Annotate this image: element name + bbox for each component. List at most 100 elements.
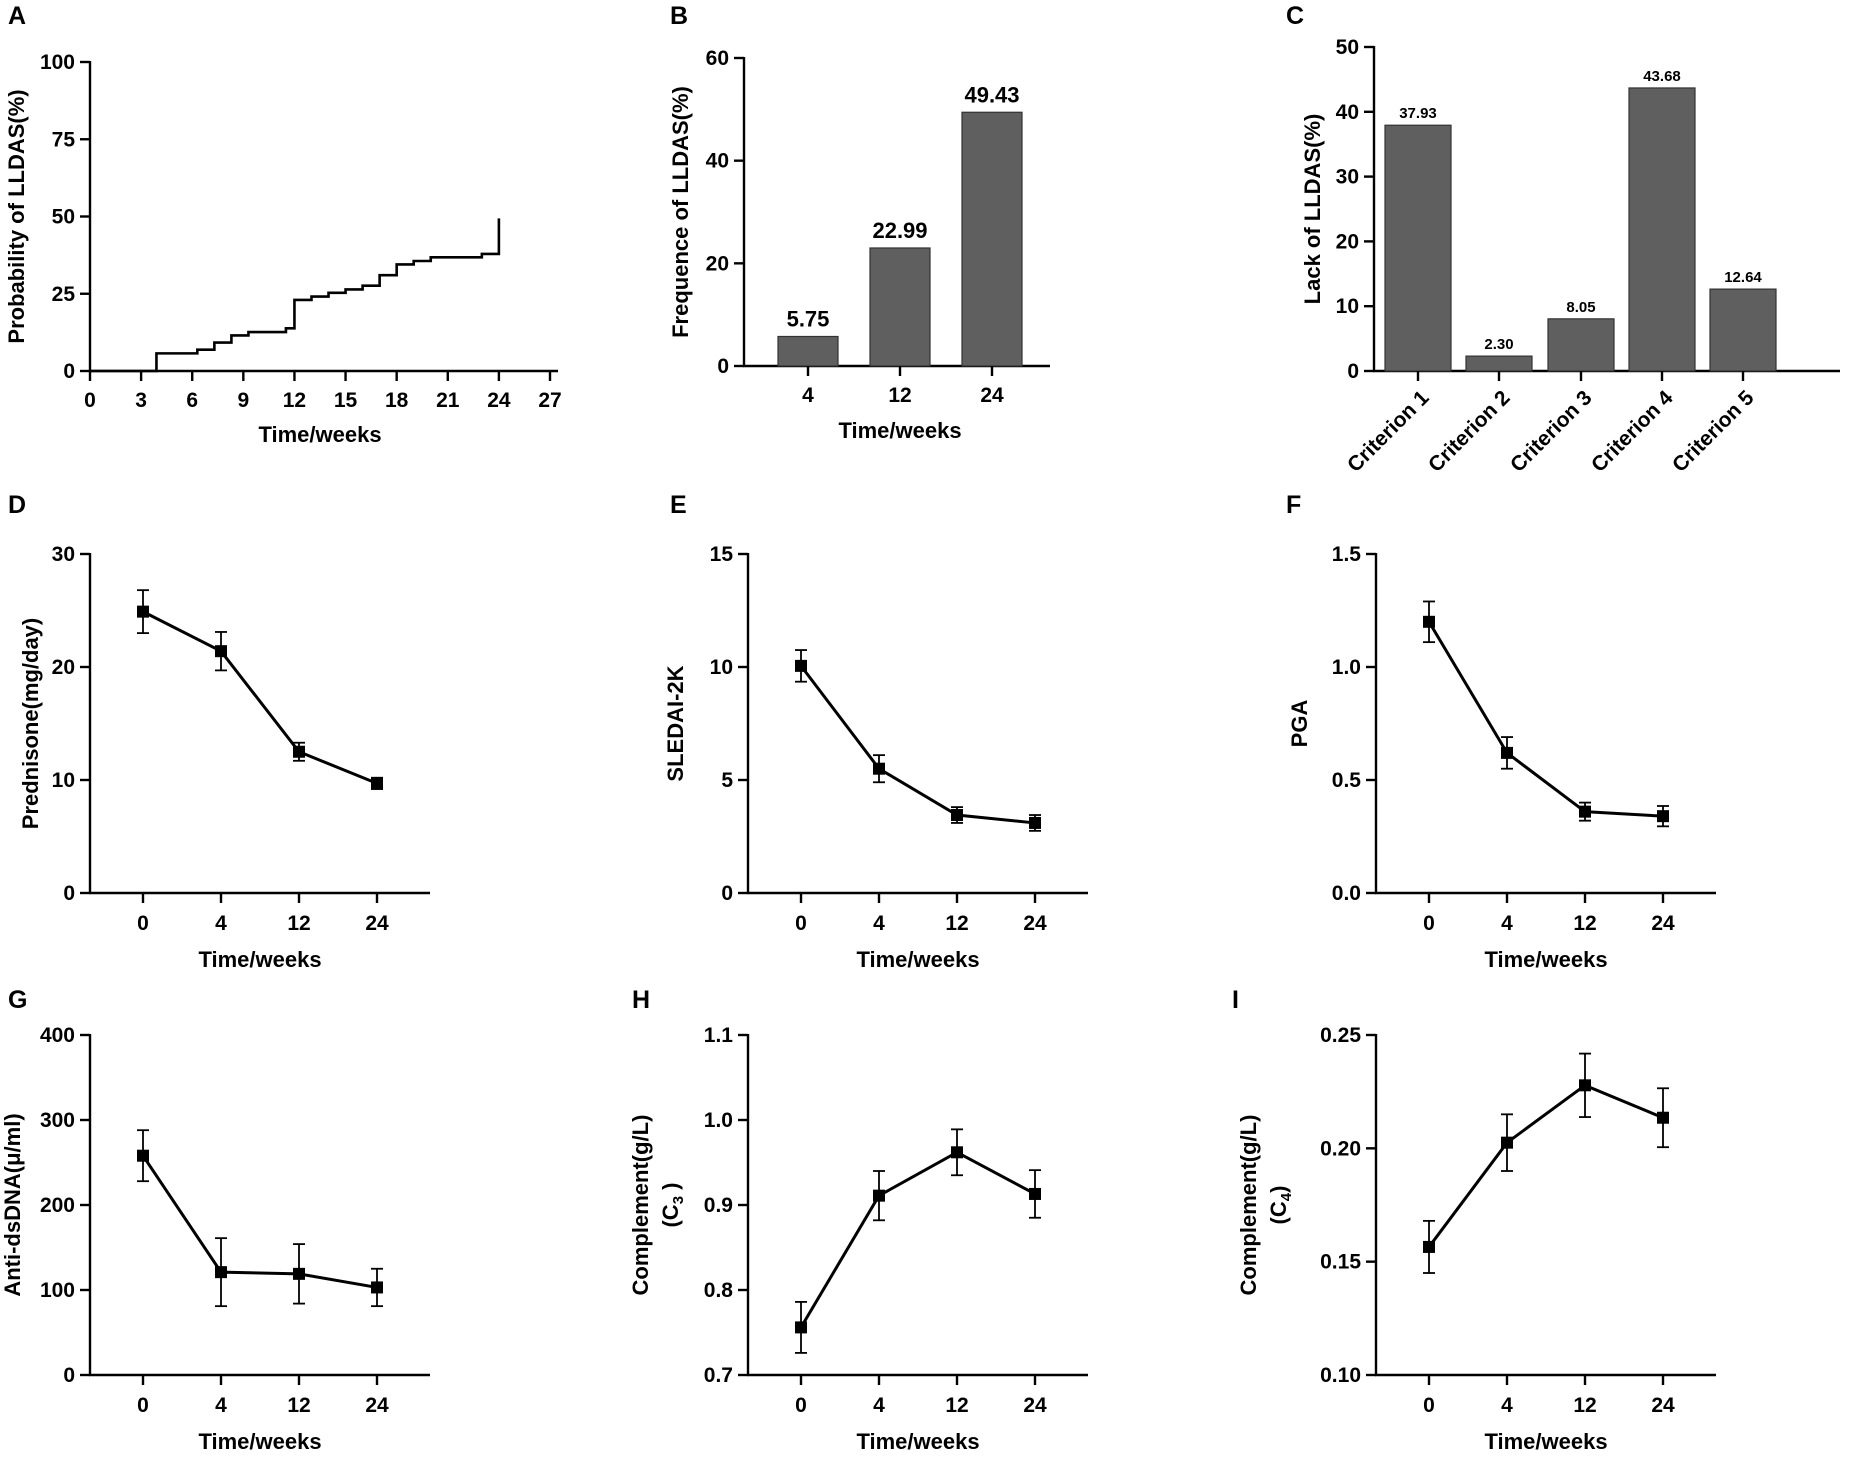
data-point-marker xyxy=(1423,615,1435,628)
series-line xyxy=(799,1150,1036,1329)
x-tick-label: 0 xyxy=(137,912,149,935)
y-axis-title-line2: (C3 ) xyxy=(658,1182,687,1227)
y-tick-label: 1.1 xyxy=(704,1024,734,1047)
x-tick-label: 3 xyxy=(135,389,147,412)
y-tick-label: 20 xyxy=(1336,230,1359,253)
y-axis-title-subscript: 3 xyxy=(670,1196,687,1204)
bar-criterion-4 xyxy=(1628,87,1696,372)
x-tick-label: 24 xyxy=(365,912,389,935)
y-axis-title-part: ) xyxy=(1266,1186,1291,1193)
y-tick-label: 0 xyxy=(63,360,75,383)
y-tick-label: 0.5 xyxy=(1332,769,1362,792)
bar-criterion-1 xyxy=(1384,124,1452,372)
y-tick-label: 60 xyxy=(706,47,729,70)
y-tick-label: 400 xyxy=(40,1024,75,1047)
y-axis-title: Probability of LLDAS(%) xyxy=(4,89,29,343)
x-tick-label: 0 xyxy=(137,1394,149,1417)
data-point-marker xyxy=(1501,1136,1513,1149)
survival-step-line xyxy=(90,218,501,373)
y-tick-label: 10 xyxy=(710,656,733,679)
data-point-marker xyxy=(1423,1240,1435,1253)
x-tick-label: 4 xyxy=(215,912,227,935)
x-tick-label: 4 xyxy=(802,384,814,407)
data-point-marker xyxy=(371,777,383,790)
y-axis-title: Anti-dsDNA(μ/ml) xyxy=(0,1113,25,1296)
data-point-marker xyxy=(1579,805,1591,818)
bar-value-label: 22.99 xyxy=(872,218,927,243)
y-tick-label: 0 xyxy=(63,1364,75,1387)
y-axis-title: SLEDAI-2K xyxy=(663,665,688,781)
x-tick-label: Criterion 3 xyxy=(1506,386,1597,477)
y-tick-label: 0.10 xyxy=(1320,1364,1361,1387)
y-tick-label: 25 xyxy=(52,283,76,306)
x-tick-label: 4 xyxy=(873,912,885,935)
x-tick-label: 12 xyxy=(287,1394,310,1417)
x-tick-label: 12 xyxy=(945,1394,968,1417)
x-tick-label: 24 xyxy=(1023,912,1047,935)
x-tick-label: 12 xyxy=(283,389,306,412)
y-tick-label: 0.20 xyxy=(1320,1137,1361,1160)
panel-a: A 0 25 50 75 100 Probability of LLDAS(%) 0 3 6 9 12… xyxy=(4,2,562,447)
series-line xyxy=(1427,621,1664,818)
y-axis-title: Complement(g/L) xyxy=(628,1115,653,1296)
y-tick-label: 5 xyxy=(721,769,733,792)
panel-letter: B xyxy=(670,2,688,30)
y-tick-label: 30 xyxy=(52,543,75,566)
data-point-marker xyxy=(215,645,227,658)
y-tick-label: 50 xyxy=(1336,36,1359,59)
x-tick-label: 12 xyxy=(1573,912,1596,935)
y-tick-label: 0.8 xyxy=(704,1279,734,1302)
series-line xyxy=(141,1154,378,1289)
x-axis-title: Time/weeks xyxy=(856,947,979,972)
x-tick-label: 4 xyxy=(215,1394,227,1417)
x-tick-label: 6 xyxy=(186,389,198,412)
x-tick-label: 4 xyxy=(1501,912,1513,935)
bar-value-label: 12.64 xyxy=(1724,269,1762,286)
x-tick-label: Criterion 1 xyxy=(1343,386,1434,477)
y-axis-title: Complement(g/L) xyxy=(1236,1115,1261,1296)
x-tick-label: Criterion 5 xyxy=(1668,386,1759,477)
panel-letter: G xyxy=(8,986,27,1014)
bar-12 xyxy=(869,247,931,367)
x-tick-label: 4 xyxy=(1501,1394,1513,1417)
x-tick-label: Criterion 2 xyxy=(1424,386,1515,477)
y-tick-label: 0 xyxy=(717,355,729,378)
panel-g: G 0 100 200 300 400 Anti-dsDNA(μ/ml) 0 4 12 24 Time… xyxy=(0,986,430,1454)
series-line xyxy=(799,664,1036,825)
y-tick-label: 75 xyxy=(52,128,76,151)
x-tick-label: 0 xyxy=(1423,912,1435,935)
y-tick-label: 50 xyxy=(52,206,75,229)
x-axis-title: Time/weeks xyxy=(1484,947,1607,972)
data-point-marker xyxy=(1579,1079,1591,1092)
data-point-marker xyxy=(951,1146,963,1159)
data-point-marker xyxy=(371,1281,383,1294)
y-tick-label: 100 xyxy=(40,51,75,74)
y-tick-label: 15 xyxy=(710,543,734,566)
bar-value-label: 37.93 xyxy=(1399,105,1437,122)
y-axis-title-part: ) xyxy=(658,1182,683,1195)
series-line xyxy=(1427,1083,1664,1248)
y-axis-title: PGA xyxy=(1287,700,1312,748)
y-tick-label: 0.15 xyxy=(1320,1251,1361,1274)
panel-letter: F xyxy=(1286,491,1301,519)
x-tick-label: 12 xyxy=(1573,1394,1596,1417)
y-tick-label: 0.9 xyxy=(704,1194,733,1217)
data-point-marker xyxy=(873,1189,885,1202)
x-tick-label: 0 xyxy=(795,1394,807,1417)
y-tick-label: 300 xyxy=(40,1109,75,1132)
panel-letter: D xyxy=(8,491,26,519)
data-point-marker xyxy=(137,1149,149,1162)
bar-value-label: 5.75 xyxy=(787,306,830,331)
y-tick-label: 200 xyxy=(40,1194,75,1217)
panel-c: C 0 10 20 30 40 50 Lack of LLDAS(%) 37.93 Criteri… xyxy=(1286,2,1840,477)
bar-4 xyxy=(777,335,839,367)
y-axis-title-line2: (C4) xyxy=(1266,1186,1295,1225)
y-tick-label: 0 xyxy=(721,882,733,905)
y-tick-label: 1.5 xyxy=(1332,543,1362,566)
panel-letter: I xyxy=(1232,986,1239,1014)
x-tick-label: 15 xyxy=(334,389,358,412)
x-tick-label: 12 xyxy=(888,384,911,407)
data-point-marker xyxy=(1657,1111,1669,1124)
x-tick-label: 21 xyxy=(436,389,460,412)
